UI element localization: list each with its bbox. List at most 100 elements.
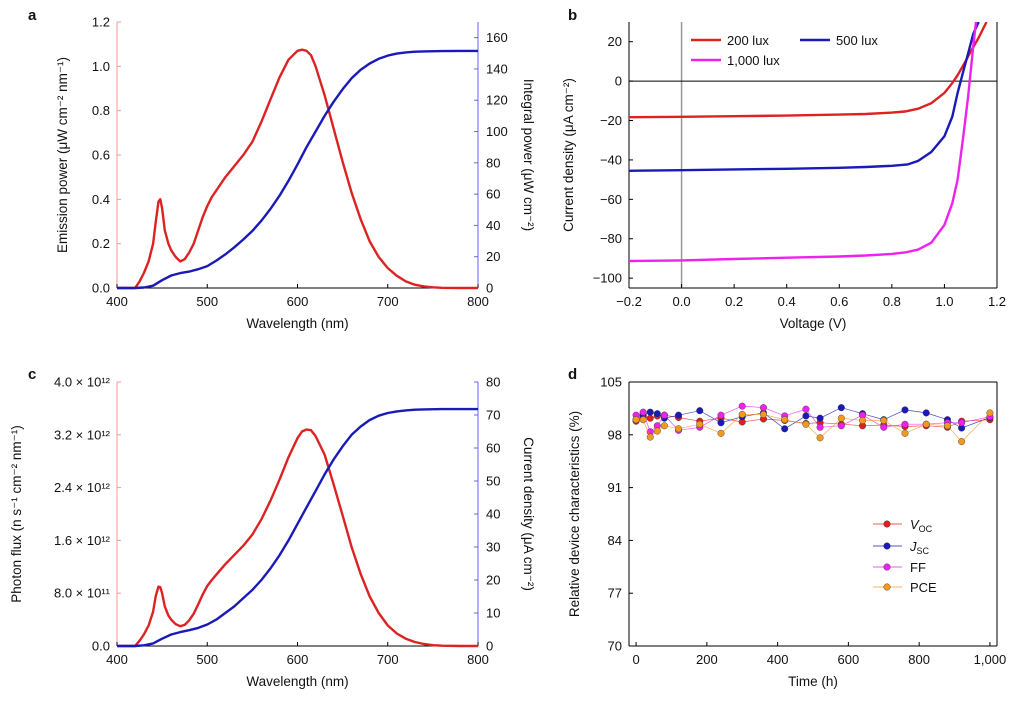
series-line (117, 49, 478, 290)
panel-b: b −0.2 0.0 0.2 0.4 0.6 0.8 1.0 1.2 −100 −80 −60 −40 −… (561, 7, 1006, 331)
data-point (802, 420, 810, 428)
legend-label: 200 lux (727, 33, 769, 48)
y2-tick-label: 40 (486, 218, 500, 233)
y2-tick-label: 80 (486, 375, 500, 390)
y-tick-label: 0.2 (92, 236, 110, 251)
data-point (922, 409, 930, 417)
y-tick-label: 0.4 (92, 192, 110, 207)
legend-label: PCE (910, 580, 937, 595)
y-tick-label: 4.0 × 10¹² (54, 375, 111, 390)
y-tick-label: 1.2 (92, 15, 110, 30)
y-tick-label: 0.0 (92, 281, 110, 296)
data-point (639, 416, 647, 424)
data-point (802, 412, 810, 420)
y2-tick-label: 20 (486, 249, 500, 264)
x-axis-label: Wavelength (nm) (246, 316, 348, 331)
data-point (675, 411, 683, 419)
legend: VOC JSC FF PCE (873, 517, 937, 595)
x-tick-label: 0.8 (883, 294, 901, 309)
y-tick-label: −60 (600, 192, 622, 207)
y2-tick-label: 10 (486, 606, 500, 621)
y-tick-label: 0.8 (92, 103, 110, 118)
data-point (717, 429, 725, 437)
y2-tick-label: 50 (486, 474, 500, 489)
data-point (646, 433, 654, 441)
panel-d: d 0 200 400 600 800 1,000 70 77 84 91 98 105 VOC JSC FF… (567, 366, 1006, 689)
data-point (880, 423, 888, 431)
y-tick-label: 0.6 (92, 148, 110, 163)
series-line (635, 405, 990, 433)
x-tick-label: 700 (377, 294, 399, 309)
x-tick-label: 800 (908, 652, 930, 667)
data-point (738, 402, 746, 410)
legend-marker (883, 542, 891, 550)
y-tick-label: 8.0 × 10¹¹ (54, 586, 111, 601)
x-axis-label: Time (h) (788, 674, 838, 689)
x-tick-label: 400 (106, 294, 128, 309)
panel-a: a 400 500 600 700 800 0.0 0.2 0.4 0.6 0.8 1.0 1.2 0 20… (28, 7, 536, 331)
x-tick-label: 500 (196, 294, 218, 309)
data-point (632, 416, 640, 424)
data-point (837, 414, 845, 422)
y-tick-label: 84 (608, 533, 622, 548)
x-tick-label: 0.0 (673, 294, 691, 309)
data-point (837, 404, 845, 412)
x-tick-label: 400 (767, 652, 789, 667)
x-tick-label: 1,000 (974, 652, 1007, 667)
x-tick-label: −0.2 (616, 294, 642, 309)
x-tick-label: 400 (106, 652, 128, 667)
y2-tick-label: 60 (486, 441, 500, 456)
y2-tick-label: 140 (486, 61, 508, 76)
data-point (859, 416, 867, 424)
y-tick-label: −40 (600, 152, 622, 167)
legend-marker (883, 563, 891, 571)
data-point (696, 420, 704, 428)
y-tick-label: −100 (593, 271, 622, 286)
data-point (943, 422, 951, 430)
data-point (759, 410, 767, 418)
data-point (781, 425, 789, 433)
series-line (117, 48, 478, 290)
x-tick-label: 200 (696, 652, 718, 667)
panel-label: d (568, 366, 577, 383)
data-point (901, 429, 909, 437)
data-point (922, 420, 930, 428)
legend-label: JSC (909, 539, 930, 556)
data-point (958, 438, 966, 446)
y2-tick-label: 20 (486, 573, 500, 588)
x-tick-label: 0.2 (725, 294, 743, 309)
data-point (717, 411, 725, 419)
y2-tick-label: 100 (486, 124, 508, 139)
panel-label: b (568, 7, 577, 24)
x-tick-label: 800 (467, 652, 489, 667)
data-point (646, 408, 654, 416)
y-tick-label: 1.0 (92, 59, 110, 74)
data-point (880, 416, 888, 424)
x-tick-label: 600 (287, 652, 309, 667)
data-point (660, 422, 668, 430)
data-point (802, 405, 810, 413)
data-point (738, 410, 746, 418)
data-point (816, 434, 824, 442)
y-axis-label: Relative device characteristics (%) (567, 411, 582, 617)
data-point (901, 406, 909, 414)
data-point (781, 416, 789, 424)
y2-axis-label: Current density (μA cm⁻²) (521, 437, 536, 591)
data-point (660, 411, 668, 419)
data-point (986, 409, 994, 417)
x-axis-label: Voltage (V) (780, 316, 847, 331)
y-tick-label: 1.6 × 10¹² (54, 533, 111, 548)
y2-tick-label: 120 (486, 93, 508, 108)
data-point (816, 414, 824, 422)
data-point (696, 407, 704, 415)
y-tick-label: 20 (608, 34, 622, 49)
y2-tick-label: 30 (486, 540, 500, 555)
x-tick-label: 500 (196, 652, 218, 667)
legend-label: VOC (910, 517, 933, 534)
y2-tick-label: 80 (486, 155, 500, 170)
data-point (816, 423, 824, 431)
data-point (653, 427, 661, 435)
y2-tick-label: 0 (486, 281, 493, 296)
y2-tick-label: 160 (486, 30, 508, 45)
